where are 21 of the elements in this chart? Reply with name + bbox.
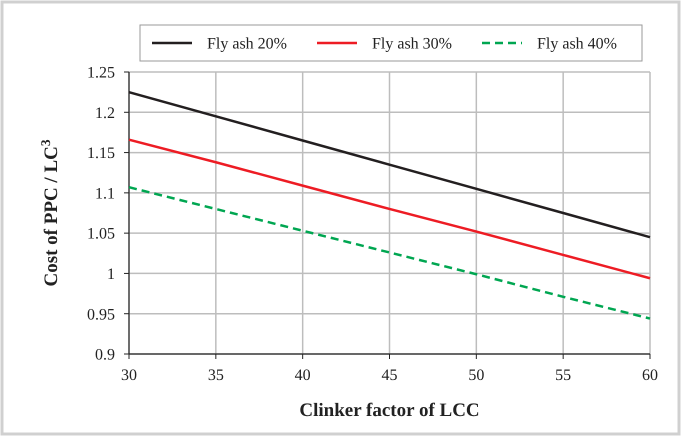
x-tick-label: 55 — [555, 367, 572, 384]
y-tick-label: 1.25 — [87, 64, 115, 82]
x-tick-label: 30 — [121, 367, 137, 384]
x-tick-label: 40 — [294, 367, 311, 384]
legend-label: Fly ash 20% — [207, 36, 287, 53]
x-tick-label: 45 — [382, 367, 398, 384]
line-series — [128, 138, 652, 280]
y-tick-label: 0.9 — [95, 346, 115, 364]
x-axis-title: Clinker factor of LCC — [299, 400, 480, 421]
x-tick-label: 35 — [208, 367, 224, 384]
y-tick-label: 0.95 — [87, 306, 115, 324]
legend-label: Fly ash 40% — [537, 36, 617, 53]
x-tick-label: 50 — [468, 367, 484, 384]
y-tick-label: 1 — [107, 266, 115, 284]
y-tick-label: 1.15 — [87, 145, 115, 162]
x-tick-label: 60 — [642, 367, 658, 384]
y-tick-label: 1.2 — [95, 104, 115, 122]
line-series — [128, 186, 652, 320]
legend-label: Fly ash 30% — [372, 36, 452, 53]
y-tick-label: 1.05 — [87, 226, 115, 243]
y-tick-label: 1.1 — [95, 185, 115, 202]
